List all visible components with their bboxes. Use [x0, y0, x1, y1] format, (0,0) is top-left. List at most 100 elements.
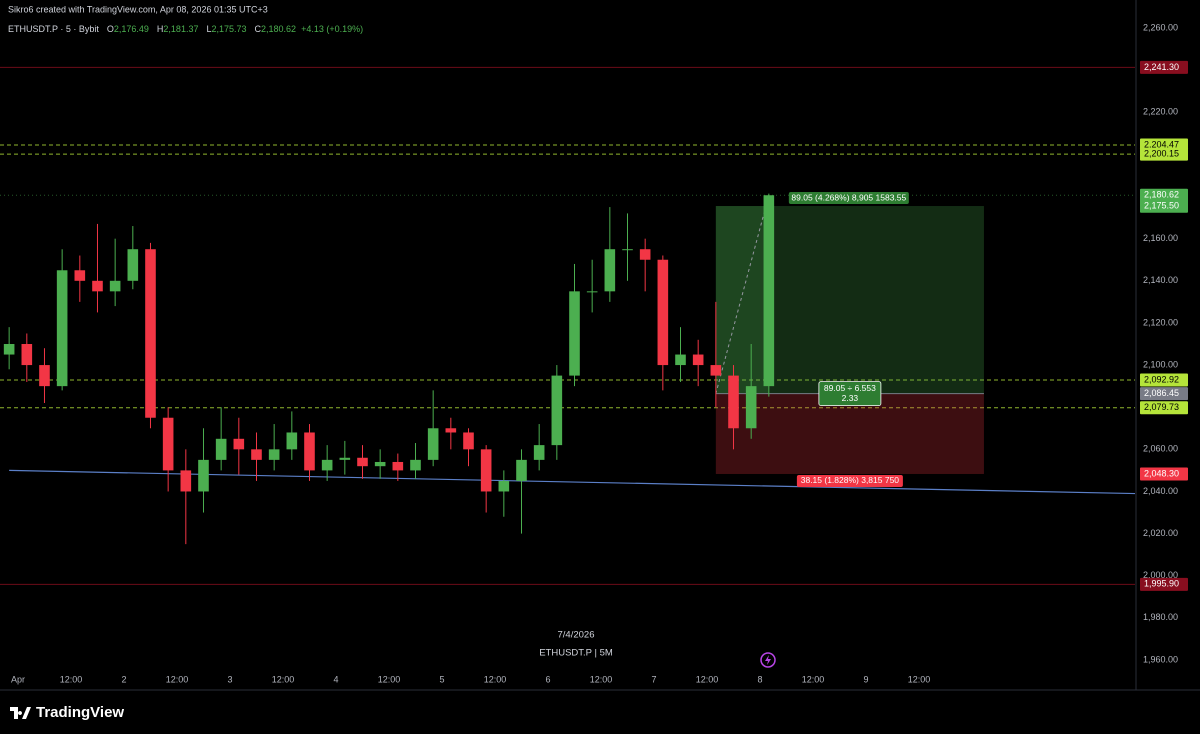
price-label-bg: [1140, 199, 1188, 213]
candle-body: [639, 249, 651, 260]
candle-body: [410, 459, 421, 471]
x-tick-label: Apr: [11, 674, 25, 684]
price-label: 2,241.30: [1144, 62, 1179, 72]
y-tick-label: 1,960.00: [1143, 654, 1178, 664]
candle-body: [445, 428, 457, 433]
x-tick-label: 6: [545, 674, 550, 684]
candle-body: [286, 432, 298, 450]
x-tick-label: 12:00: [590, 674, 613, 684]
candle-body: [604, 249, 616, 292]
y-tick-label: 2,260.00: [1143, 22, 1178, 32]
legend-value: 2,180.62: [261, 24, 296, 34]
x-tick-label: 12:00: [166, 674, 189, 684]
candle-body: [516, 459, 527, 481]
candle-body: [339, 457, 351, 460]
x-tick-label: 9: [864, 674, 869, 684]
alert-icon[interactable]: [760, 652, 776, 668]
candle-body: [745, 386, 757, 429]
y-tick-label: 2,000.00: [1143, 570, 1178, 580]
date-label: 7/4/2026: [558, 630, 595, 641]
x-tick-label: 3: [227, 674, 232, 684]
alert-bolt: [765, 655, 771, 665]
price-label: 2,204.47: [1144, 139, 1179, 149]
y-tick-label: 1,980.00: [1143, 612, 1178, 622]
candle-body: [92, 280, 103, 292]
stop-label-bg: [796, 474, 903, 487]
legend-key: L: [206, 24, 211, 34]
legend-key: H: [157, 24, 164, 34]
candle-body: [215, 438, 227, 460]
header: Sikro6 created with TradingView.com, Apr…: [8, 4, 268, 14]
legend-value: 2,181.37: [163, 24, 198, 34]
price-label: 2,048.30: [1144, 468, 1179, 478]
y-tick-label: 2,040.00: [1143, 486, 1178, 496]
y-tick-label: 2,220.00: [1143, 107, 1178, 117]
legend-value: 2,175.73: [211, 24, 246, 34]
trendline: [9, 469, 1136, 495]
legend-key: O: [107, 24, 114, 34]
candle-body: [321, 459, 333, 471]
y-tick-label: 2,140.00: [1143, 275, 1178, 285]
y-tick-label: 2,100.00: [1143, 359, 1178, 369]
price-label: 2,200.15: [1144, 148, 1179, 158]
candle-body: [569, 291, 580, 376]
y-tick-label: 2,020.00: [1143, 528, 1178, 538]
price-label: 2,092.92: [1144, 374, 1179, 384]
candle-body: [657, 259, 669, 366]
logo: [10, 707, 31, 719]
ratio-label-bg: [818, 381, 882, 407]
x-tick-label: 12:00: [908, 674, 931, 684]
price-label-bg: [1140, 147, 1188, 161]
candle-body: [304, 432, 315, 471]
footer-symbol: ETHUSDT.P | 5M: [539, 648, 613, 659]
target-zone: [715, 206, 984, 394]
candle-body: [127, 249, 139, 281]
target-label: 89.05 (4.268%) 8,905 1583.55: [791, 192, 906, 202]
candle-body: [3, 344, 15, 355]
candle-body: [763, 195, 775, 387]
candle-body: [56, 270, 68, 387]
legend: ETHUSDT.P · 5 · Bybit O2,176.49 H2,181.37 L…: [8, 24, 363, 34]
price-label: 2,079.73: [1144, 402, 1179, 412]
candle-body: [39, 365, 50, 387]
candle-body: [498, 480, 510, 492]
price-label: 2,175.50: [1144, 200, 1179, 210]
progress-line: [715, 195, 770, 394]
candle-body: [109, 280, 121, 292]
x-tick-label: 12:00: [484, 674, 507, 684]
candle-body: [622, 249, 633, 251]
candle-body: [710, 365, 722, 376]
candle-body: [692, 354, 704, 366]
candle-body: [551, 375, 563, 446]
candle-body: [728, 375, 739, 429]
candle-body: [268, 449, 280, 460]
candle-body: [198, 459, 209, 492]
candle-body: [675, 354, 686, 366]
candle-body: [180, 470, 192, 492]
candle-body: [145, 249, 156, 418]
candle-body: [480, 449, 492, 492]
x-tick-label: 4: [333, 674, 338, 684]
price-label: 2,086.45: [1144, 388, 1179, 398]
candle-body: [233, 438, 245, 450]
x-tick-label: 12:00: [802, 674, 825, 684]
filled-target: [715, 206, 769, 394]
ratio-value: 2.33: [842, 393, 859, 403]
y-tick-label: 2,160.00: [1143, 233, 1178, 243]
y-tick-label: 2,120.00: [1143, 317, 1178, 327]
x-tick-label: 12:00: [60, 674, 83, 684]
candle-body: [251, 449, 262, 460]
legend-symbol: ETHUSDT.P · 5 · Bybit: [8, 24, 99, 34]
x-tick-label: 7: [651, 674, 656, 684]
candle-body: [357, 457, 368, 467]
y-tick-label: 2,060.00: [1143, 444, 1178, 454]
candle-body: [162, 417, 174, 471]
ratio-label: 89.05 ÷ 6.553: [824, 383, 876, 393]
price-label: 2,180.62: [1144, 190, 1179, 200]
candle-body: [21, 344, 33, 366]
x-tick-label: 2: [121, 674, 126, 684]
stop-zone: [715, 393, 984, 474]
price-label-bg: [1140, 387, 1188, 401]
candle-body: [533, 445, 545, 460]
